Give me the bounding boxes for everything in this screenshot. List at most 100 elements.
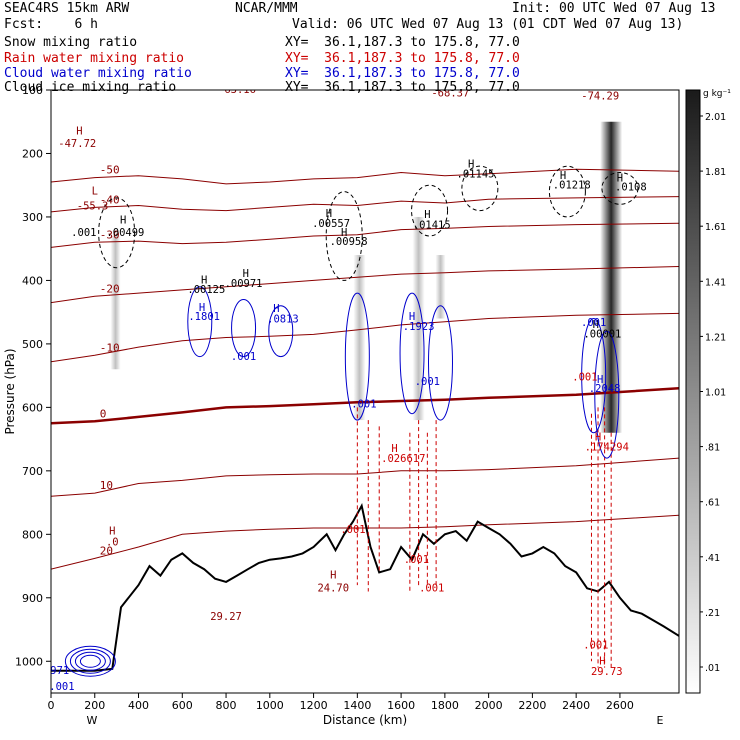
field-xy-cloudice: XY= 36.1,187.3 to 175.8, 77.0 [285,80,520,95]
x-tick-label: 1600 [387,699,415,712]
contour-annotation: 971 [50,665,69,677]
contour-annotation: .00125 [187,284,225,296]
colorbar-tick-label: 1.21 [705,332,726,343]
contour-annotation: H [391,443,397,455]
isotherm-line [51,222,679,248]
isotherm-line [51,168,679,185]
isotherm-label: -30 [100,228,120,241]
contour-annotation: .026617 [381,453,425,465]
isotherm-label: -50 [100,164,120,177]
field-label-cloudice: Cloud ice mixing ratio [4,80,177,95]
contour-annotation: H [120,214,126,226]
colorbar-tick-label: .81 [705,443,720,454]
cloud-water-contour [581,318,607,434]
contour-annotation: H [599,655,605,667]
contour-annotation: H [468,158,474,170]
x-tick-label: 0 [48,699,55,712]
contour-annotation: -68.37 [431,87,469,99]
y-tick-label: 500 [22,338,43,351]
y-tick-label: 600 [22,401,43,414]
colorbar-tick-label: .41 [705,553,720,564]
contour-annotation: 24.70 [317,582,349,594]
colorbar-tick-label: 2.01 [705,112,726,123]
contour-annotation: .00971 [225,278,263,290]
y-tick-label: 300 [22,211,43,224]
contour-annotation: .001 [49,681,74,693]
x-tick-label: 1200 [300,699,328,712]
cloud-water-contour [79,654,101,668]
isotherm-line [51,196,679,213]
field-label-snow: Snow mixing ratio [4,35,138,50]
contour-annotation: .001 [415,376,440,388]
isotherm-label: -40 [100,193,120,206]
contour-annotation: .001 [572,372,597,384]
contour-annotation: L [92,186,98,198]
contour-annotation: .0813 [267,313,299,325]
isotherm-line [51,457,679,497]
isotherm-label: -10 [100,341,120,354]
isotherm-label: 10 [100,479,113,492]
y-tick-label: 400 [22,274,43,287]
contour-annotation: .001 [404,554,429,566]
contour-annotation: H [330,570,336,582]
field-xy-rain: XY= 36.1,187.3 to 175.8, 77.0 [285,51,520,66]
field-label-cloudwater: Cloud water mixing ratio [4,66,192,81]
contour-annotation: .001 [351,398,376,410]
isotherm-line [51,312,679,363]
east-label: E [657,714,664,727]
colorbar-tick-label: 1.41 [705,277,726,288]
contour-annotation: H [273,303,279,315]
contour-annotation: .001 [340,524,365,536]
cloud-water-contour [231,298,257,358]
isotherm-label: 20 [100,544,113,557]
x-tick-label: 800 [216,699,237,712]
field-xy-cloudwater: XY= 36.1,187.3 to 175.8, 77.0 [285,66,520,81]
contour-annotation: .01218 [553,179,591,191]
contour-annotation: H [199,302,205,314]
contour-annotation: H [326,208,332,220]
contour-annotation: H [593,319,599,331]
terrain-line [51,502,679,672]
x-tick-label: 600 [172,699,193,712]
contour-annotation: H [201,275,207,287]
snow-shading-plume [353,255,366,421]
cloud-water-contour [74,651,106,671]
x-tick-label: 400 [128,699,149,712]
cloud-ice-contour [548,165,586,218]
valid-time: Valid: 06 UTC Wed 07 Aug 13 (01 CDT Wed … [292,17,684,32]
colorbar [685,89,701,694]
cloud-ice-contour [411,184,449,237]
contour-annotation: .00557 [312,218,350,230]
x-axis-label: Distance (km) [323,713,407,727]
contour-annotation: .01415 [413,219,451,231]
contour-annotation: .001 [583,640,608,652]
contour-annotation: -63.16 [218,84,256,96]
isotherm-label: 0 [100,407,107,420]
contour-annotation: .0108 [615,181,647,193]
colorbar-unit: g kg⁻¹ [703,89,731,99]
y-axis-label: Pressure (hPa) [3,348,17,434]
snow-shading-plume [412,216,425,421]
contour-annotation: .174294 [585,442,629,454]
colorbar-tick-label: 1.61 [705,222,726,233]
contour-annotation: .001 [581,317,606,329]
contour-annotation: -55.3 [77,200,109,212]
cloud-ice-contour [98,197,136,269]
y-tick-label: 100 [22,84,43,97]
forecast-hour: Fcst: 6 h [4,17,98,32]
model-name: SEAC4RS 15km ARW [4,1,130,16]
isotherm-label: -20 [100,282,120,295]
west-label: W [87,714,98,727]
colorbar-tick-label: .61 [705,498,720,509]
contour-annotation: .00499 [106,227,144,239]
contour-annotation: .00001 [583,329,621,341]
x-tick-label: 1800 [431,699,459,712]
contour-annotation: H [243,268,249,280]
snow-shading-plume [435,255,446,319]
snow-shading-plume [110,235,121,370]
field-xy-snow: XY= 36.1,187.3 to 175.8, 77.0 [285,35,520,50]
contour-annotation: H [409,311,415,323]
isotherm-line [51,514,679,570]
cloud-water-contour [268,305,294,358]
contour-annotation: H [560,170,566,182]
